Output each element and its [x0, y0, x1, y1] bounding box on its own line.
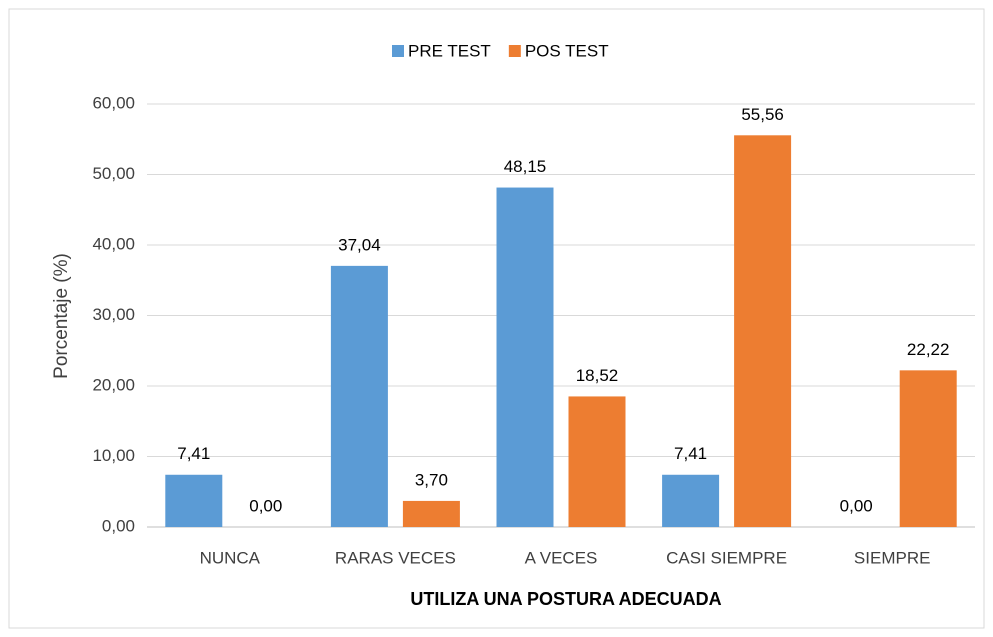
y-tick-label: 20,00	[92, 375, 135, 394]
x-tick-label: A VECES	[525, 548, 598, 567]
legend-label: PRE TEST	[408, 41, 491, 60]
y-tick-label: 30,00	[92, 305, 135, 324]
bar	[165, 474, 223, 527]
x-tick-label: CASI SIEMPRE	[666, 548, 787, 567]
legend-label: POS TEST	[525, 41, 609, 60]
data-label: 0,00	[840, 496, 873, 515]
bar	[734, 135, 792, 527]
y-axis-title: Porcentaje (%)	[51, 253, 72, 379]
legend-swatch	[508, 45, 521, 57]
data-label: 48,15	[504, 157, 547, 176]
y-tick-label: 60,00	[92, 93, 135, 112]
data-label: 7,41	[674, 444, 707, 463]
bar	[568, 396, 626, 527]
y-tick-label: 0,00	[102, 516, 135, 535]
x-axis-title: UTILIZA UNA POSTURA ADECUADA	[410, 589, 721, 609]
x-tick-label: RARAS VECES	[335, 548, 456, 567]
x-tick-label: NUNCA	[200, 548, 261, 567]
bar	[899, 370, 957, 527]
data-label: 3,70	[415, 470, 448, 489]
bar	[662, 474, 720, 527]
bar	[402, 500, 460, 527]
legend-swatch	[392, 45, 404, 57]
data-label: 22,22	[907, 340, 950, 359]
bar	[330, 265, 388, 527]
y-tick-label: 40,00	[92, 234, 135, 253]
data-label: 7,41	[177, 444, 210, 463]
bar	[496, 187, 554, 528]
y-tick-label: 50,00	[92, 164, 135, 183]
data-label: 0,00	[249, 496, 282, 515]
y-tick-label: 10,00	[92, 446, 135, 465]
data-label: 37,04	[338, 235, 381, 254]
data-label: 55,56	[741, 105, 784, 124]
data-label: 18,52	[576, 366, 619, 385]
x-tick-label: SIEMPRE	[854, 548, 931, 567]
